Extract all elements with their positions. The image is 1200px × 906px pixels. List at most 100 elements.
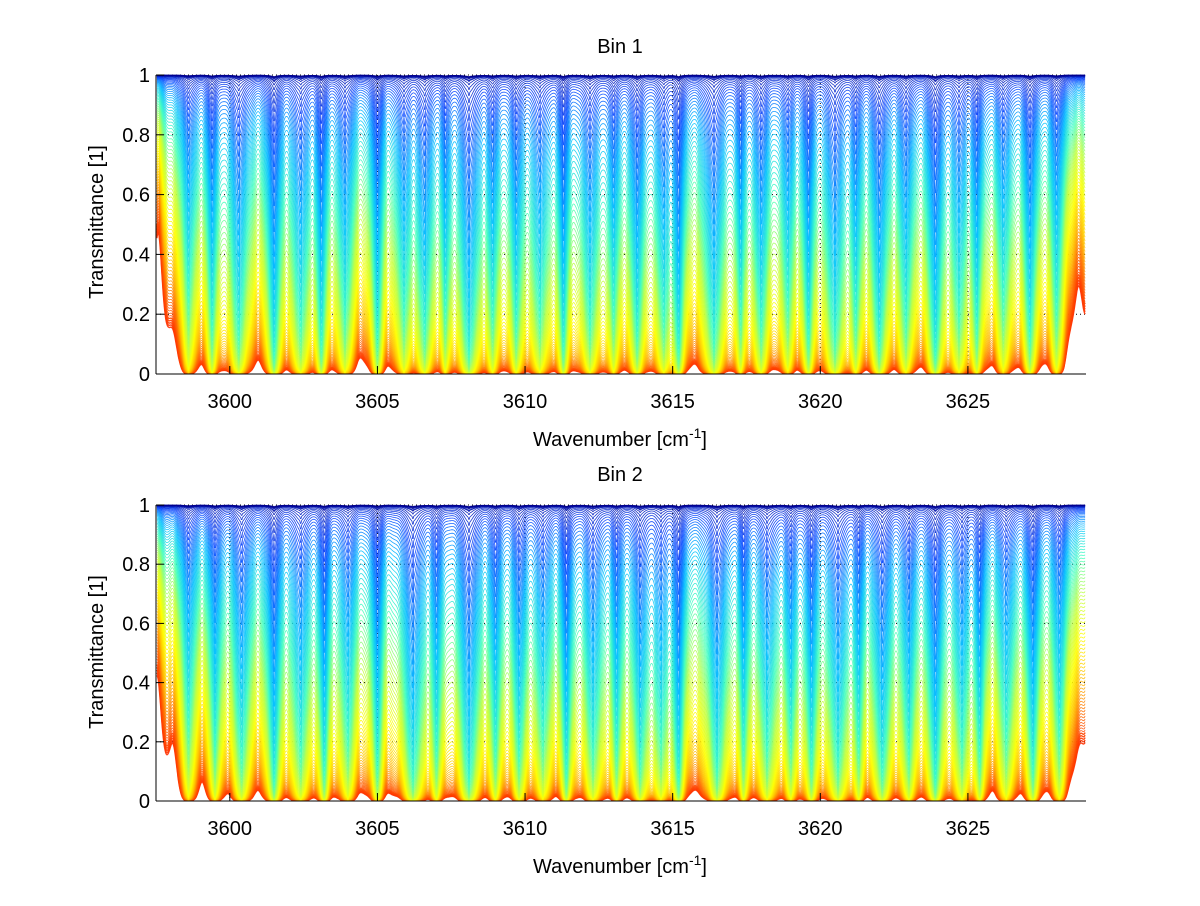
series-line [156,75,1086,104]
x-tick-labels: 3600 3605 3610 3615 3620 3625 [208,818,991,840]
y-axis-label: Transmittance [1] [86,575,108,729]
series-line [156,506,1086,551]
series-line [156,513,1086,673]
series-line [156,509,1086,609]
series-line [156,511,1086,648]
x-tick-label: 3605 [355,391,400,413]
series-line [156,510,1086,622]
series-line [156,517,1086,718]
x-tick-label: 3610 [503,818,548,840]
series-line [156,76,1086,122]
y-tick-label: 1 [139,65,150,87]
x-tick-label: 3605 [355,818,400,840]
x-axis-label: Wavenumber [cm-1] [533,425,707,451]
series-line [156,504,1086,508]
series-line [156,86,1086,291]
x-tick-labels: 3600 3605 3610 3615 3620 3625 [208,391,991,413]
series-line [156,89,1086,318]
panel-bin-2: Bin 2 3600 3605 3610 3615 3620 3625 0 0.2 0.4 0.… [86,464,1086,878]
x-tick-label: 3615 [650,818,695,840]
series-line [156,96,1086,349]
series-line [156,90,1086,326]
series-line [156,75,1086,86]
axes-frame [155,74,1086,375]
series-line [156,75,1086,97]
chart-title: Bin 1 [597,36,643,58]
x-axis-label: Wavenumber [cm-1] [533,852,707,878]
series-line [156,77,1086,156]
series-line [156,505,1086,520]
y-tick-label: 0.8 [122,125,150,147]
series-line [156,93,1086,339]
series-line [156,79,1086,194]
x-tick-label: 3625 [946,818,991,840]
axes-frame [155,504,1086,802]
series-line [156,525,1086,765]
series-line [156,512,1086,660]
series-line [156,82,1086,246]
series-line [156,78,1086,181]
series-line [156,81,1086,233]
y-tick-label: 0.4 [122,244,150,266]
series-line [156,85,1086,281]
series-line [156,508,1086,596]
x-tick-label: 3615 [650,391,695,413]
y-tick-label: 0.6 [122,185,150,207]
series-line [156,522,1086,752]
series-line [156,76,1086,112]
series-line [156,91,1086,333]
series-line [156,520,1086,737]
x-tick-label: 3600 [208,391,253,413]
series-line [156,514,1086,685]
series-line [156,507,1086,572]
y-axis-label: Transmittance [1] [86,145,108,299]
series-line [156,515,1086,697]
x-tick-label: 3600 [208,818,253,840]
series-line [156,505,1086,526]
series-line [156,532,1086,783]
series-group [156,504,1086,802]
x-tick-label: 3625 [946,391,991,413]
series-line [156,78,1086,168]
series-line [156,521,1086,745]
series-line [156,75,1086,91]
series-line [156,507,1086,561]
series-line [156,80,1086,220]
series-line [156,76,1086,132]
x-tick-label: 3620 [798,818,843,840]
series-line [156,510,1086,635]
series-line [156,79,1086,207]
series-line [156,518,1086,728]
y-tick-label: 0.2 [122,304,150,326]
y-tick-labels: 0 0.2 0.4 0.6 0.8 1 [122,65,150,386]
y-tick-label: 0.2 [122,732,150,754]
series-line [156,527,1086,771]
series-line [156,506,1086,542]
series-line [156,74,1086,78]
series-line [156,508,1086,584]
series-line [156,83,1086,258]
series-line [156,530,1086,780]
y-tick-labels: 0 0.2 0.4 0.6 0.8 1 [122,495,150,813]
series-line [156,524,1086,759]
y-tick-label: 0.4 [122,673,150,695]
panel-bin-1: Bin 1 3600 3605 3610 3615 3620 3625 0 0.2 0.4 0.… [86,36,1086,451]
series-group [156,74,1086,375]
series-line [156,88,1086,310]
y-tick-label: 0 [139,364,150,386]
series-line [156,505,1086,533]
series-line [156,77,1086,144]
series-line [156,84,1086,270]
x-tick-label: 3620 [798,391,843,413]
chart-title: Bin 2 [597,464,643,486]
series-line [156,87,1086,301]
y-tick-label: 1 [139,495,150,517]
series-line [156,516,1086,708]
series-line [156,94,1086,344]
y-tick-label: 0.8 [122,554,150,576]
y-tick-label: 0 [139,791,150,813]
series-line [156,528,1086,775]
y-tick-label: 0.6 [122,613,150,635]
